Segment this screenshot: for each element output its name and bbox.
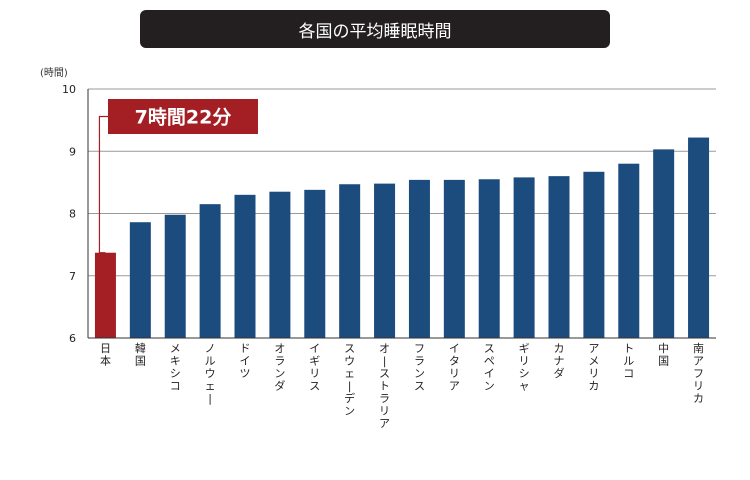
annotation-callout: 7時間22分 [98,99,258,254]
x-tick-label: 南アフリカ [693,342,704,405]
x-tick-label: カナダ [554,342,565,380]
x-tick-label: 中国 [658,342,669,368]
bar-南アフリカ [688,137,710,338]
bar-スペイン [478,179,500,338]
y-tick-label: 9 [69,145,76,158]
y-axis-unit-label: (時間) [40,68,68,79]
bar-オーストラリア [374,183,396,338]
y-tick-label: 7 [69,270,76,283]
x-tick-label: 日本 [100,342,111,368]
x-tick-label: ギリシャ [519,342,530,393]
x-tick-label: スペイン [484,342,495,393]
bar-スウェーデン [339,184,361,338]
x-tick-label: アメリカ [588,342,599,393]
axes: 6 7 8 9 10 [62,83,716,345]
x-tick-label: オ|ストラリア [379,342,390,430]
x-tick-label: スウェ|デン [344,342,355,418]
callout-leader-line [98,115,108,254]
y-tick-label: 10 [62,83,76,96]
bar-ノルウェー [199,204,221,338]
x-tick-label: フランス [414,342,425,393]
bar-アメリカ [583,171,605,338]
gridlines [88,88,716,277]
x-tick-label: オランダ [274,342,285,393]
bar-日本 [94,252,116,338]
x-tick-label: トルコ [623,342,634,380]
bars [94,137,710,338]
bar-イギリス [304,189,326,338]
callout-box [108,99,258,134]
x-tick-label: ノルウェ| [205,342,216,405]
y-tick-label: 8 [69,208,76,221]
bar-フランス [408,179,430,338]
chart-title: 各国の平均睡眠時間 [140,10,610,48]
bar-ドイツ [234,194,256,338]
bar-中国 [653,149,675,338]
bar-カナダ [548,176,570,338]
bar-イタリア [443,179,465,338]
x-tick-label: メキシコ [170,342,181,393]
x-tick-label: ドイツ [240,342,251,380]
x-tick-label: イギリス [309,342,320,393]
bar-メキシコ [164,214,186,338]
callout-label: 7時間22分 [135,107,232,129]
x-tick-label: イタリア [449,342,460,393]
bar-韓国 [129,222,151,338]
x-tick-label: 韓国 [135,342,146,368]
y-tick-label: 6 [69,332,76,345]
bar-ギリシャ [513,177,535,338]
bar-トルコ [618,163,640,338]
bar-オランダ [269,191,291,338]
